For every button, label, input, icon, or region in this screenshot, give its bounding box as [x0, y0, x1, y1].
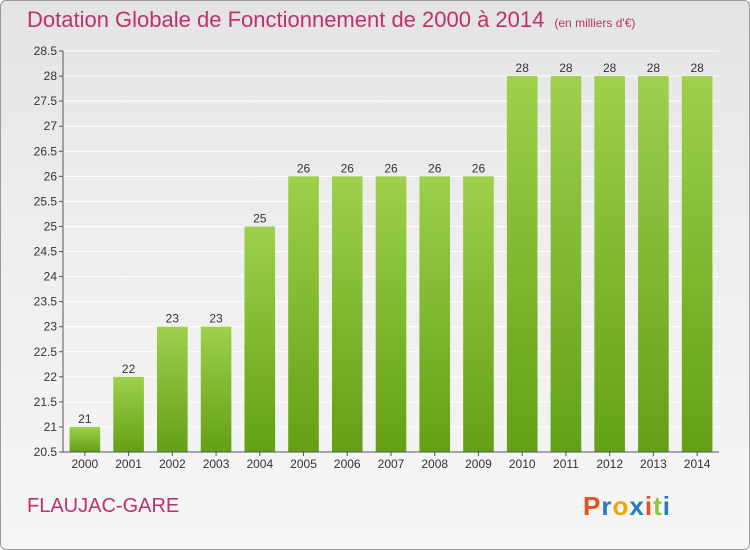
x-tick-label: 2008	[421, 457, 448, 471]
y-tick-label: 25	[44, 219, 58, 233]
y-tick-label: 21	[44, 420, 58, 434]
bar-value-label: 26	[341, 161, 355, 175]
bar	[594, 76, 625, 452]
bar-value-label: 26	[297, 161, 311, 175]
bar-value-label: 26	[384, 161, 398, 175]
x-tick-label: 2004	[246, 457, 273, 471]
x-tick-label: 2005	[290, 457, 317, 471]
bar	[200, 326, 232, 452]
bar-value-label: 28	[603, 61, 617, 75]
bar	[550, 76, 582, 452]
x-tick-label: 2014	[684, 457, 711, 471]
y-tick-label: 27.5	[34, 94, 58, 108]
bar	[638, 76, 669, 452]
y-tick-label: 27	[44, 119, 58, 133]
x-tick-label: 2007	[378, 457, 405, 471]
y-tick-label: 28	[44, 69, 58, 83]
bar	[506, 76, 538, 452]
logo-letter: x	[629, 491, 645, 521]
y-tick-label: 23	[44, 320, 58, 334]
bar	[69, 426, 101, 452]
bar-value-label: 23	[166, 312, 180, 326]
logo-letter: i	[644, 491, 654, 521]
bar-value-label: 28	[559, 61, 573, 75]
bar	[463, 176, 494, 452]
logo-letter: r	[601, 491, 613, 521]
y-tick-label: 26.5	[34, 144, 58, 158]
place-name: FLAUJAC-GARE	[27, 495, 180, 517]
y-tick-label: 20.5	[34, 445, 58, 459]
x-tick-label: 2000	[72, 457, 99, 471]
bar-value-label: 28	[516, 61, 530, 75]
logo-letter: o	[612, 491, 630, 521]
axis-layer: 20.5 21 21.5 22 22.5 23 23.5 24 24.5 25 25.5 26 26.5…	[34, 44, 719, 471]
chart-title-text: Dotation Globale de Fonctionnement de 20…	[27, 7, 545, 32]
proxiti-logo[interactable]: Proxiti	[583, 491, 671, 522]
bar	[419, 176, 451, 452]
bar-value-label: 26	[428, 161, 442, 175]
x-tick-label: 2001	[115, 457, 142, 471]
bar	[375, 176, 407, 452]
bar	[681, 76, 713, 452]
x-tick-label: 2006	[334, 457, 361, 471]
bar	[113, 376, 144, 452]
bar-value-label: 28	[647, 61, 661, 75]
bar-value-label: 21	[78, 412, 92, 426]
bar-layer: 21 22 23 23 25 26 26 26 26 26 28 28 28 28 28	[69, 61, 713, 452]
x-tick-label: 2002	[159, 457, 186, 471]
y-tick-label: 24.5	[34, 245, 58, 259]
x-tick-label: 2011	[553, 457, 579, 471]
y-tick-label: 26	[44, 169, 58, 183]
y-tick-label: 22	[44, 370, 58, 384]
bar-value-label: 26	[472, 161, 486, 175]
x-tick-label: 2003	[203, 457, 230, 471]
bar-value-label: 23	[209, 312, 223, 326]
y-tick-label: 24	[44, 270, 58, 284]
x-tick-label: 2009	[465, 457, 492, 471]
bar	[244, 226, 276, 452]
x-tick-label: 2010	[509, 457, 536, 471]
logo-letter: P	[583, 491, 602, 521]
chart-subtitle: (en milliers d'€)	[554, 16, 636, 30]
y-tick-label: 23.5	[34, 295, 58, 309]
logo-letter: t	[653, 491, 663, 521]
bar	[288, 176, 319, 452]
y-tick-label: 25.5	[34, 194, 58, 208]
chart-title: Dotation Globale de Fonctionnement de 20…	[27, 7, 635, 33]
x-tick-label: 2013	[640, 457, 667, 471]
x-tick-label: 2012	[596, 457, 623, 471]
bar-value-label: 25	[253, 211, 267, 225]
y-tick-label: 22.5	[34, 345, 58, 359]
y-tick-label: 21.5	[34, 395, 58, 409]
bar	[331, 176, 363, 452]
bar	[157, 326, 188, 452]
bar-value-label: 28	[690, 61, 704, 75]
y-tick-label: 28.5	[34, 44, 58, 58]
bar-value-label: 22	[122, 362, 136, 376]
logo-letter: i	[662, 491, 671, 521]
